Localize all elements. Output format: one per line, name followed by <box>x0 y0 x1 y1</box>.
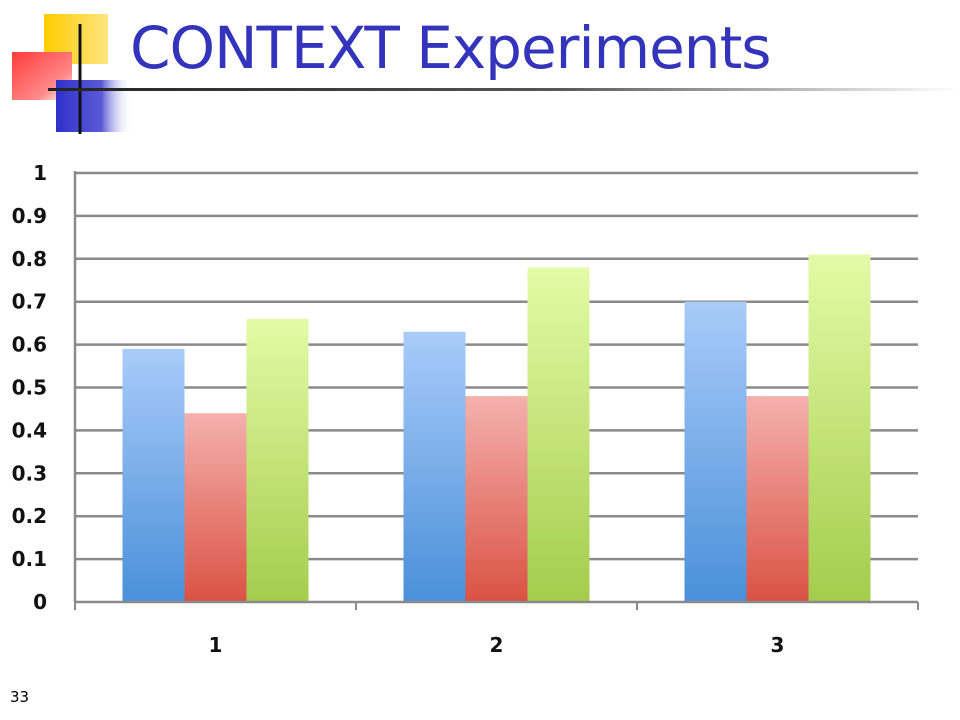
bar-series3-cat3 <box>808 254 871 602</box>
chart-axes <box>73 171 919 610</box>
slide-number: 33 <box>10 688 30 706</box>
chart-bars <box>122 254 871 602</box>
slide-title: CONTEXT Experiments <box>130 14 772 82</box>
slide-logo <box>12 14 132 134</box>
x-axis-ticks: 1 2 3 <box>209 633 785 657</box>
bar-series2-cat1 <box>184 413 247 602</box>
bar-series3-cat1 <box>246 318 309 602</box>
bar-series1-cat1 <box>122 348 185 602</box>
bar-series1-cat2 <box>403 331 466 602</box>
y-tick-label: 0.6 <box>12 333 47 357</box>
y-tick-label: 0 <box>33 590 47 614</box>
x-tick-label: 3 <box>771 633 785 657</box>
title-underline <box>48 88 960 91</box>
y-tick-label: 0.2 <box>12 504 47 528</box>
y-tick-label: 0.1 <box>12 547 47 571</box>
bar-series2-cat2 <box>465 396 528 602</box>
y-tick-label: 0.8 <box>12 247 47 271</box>
x-tick-label: 2 <box>490 633 504 657</box>
bar-chart: 0 0.1 0.2 0.3 0.4 0.5 0.6 0.7 0.8 0.9 1 1 2 3 <box>12 161 919 657</box>
x-tick-label: 1 <box>209 633 223 657</box>
y-tick-label: 1 <box>33 161 47 185</box>
y-tick-label: 0.9 <box>12 204 47 228</box>
y-tick-label: 0.3 <box>12 461 47 485</box>
bar-series2-cat3 <box>746 396 809 602</box>
y-tick-label: 0.5 <box>12 376 47 400</box>
bar-series3-cat2 <box>527 267 590 602</box>
y-tick-label: 0.7 <box>12 290 47 314</box>
bar-series1-cat3 <box>684 301 747 602</box>
y-axis-ticks: 0 0.1 0.2 0.3 0.4 0.5 0.6 0.7 0.8 0.9 1 <box>12 161 47 614</box>
y-tick-label: 0.4 <box>12 418 47 442</box>
